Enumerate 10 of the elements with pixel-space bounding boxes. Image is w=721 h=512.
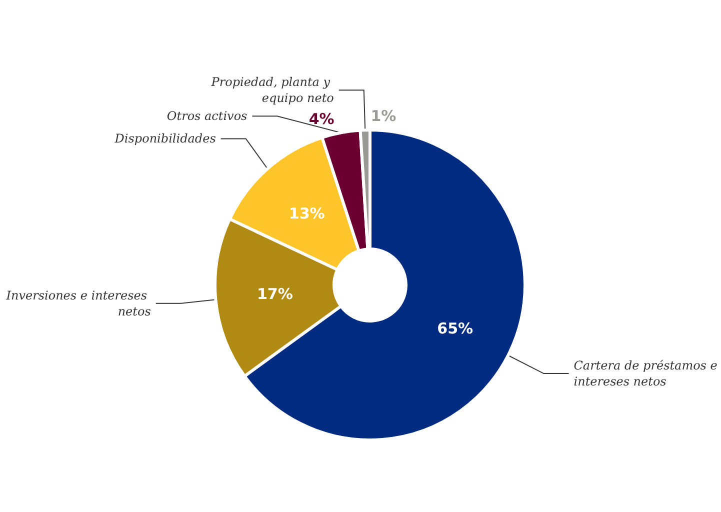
data-label: 65%	[437, 319, 474, 338]
slice-label: Disponibilidades	[114, 132, 216, 146]
data-label: 1%	[370, 107, 396, 126]
slice-label: Otros activos	[166, 109, 248, 124]
data-label: 4%	[308, 110, 334, 128]
slice-label: Propiedad, planta y equipo neto	[210, 75, 334, 106]
data-label: 13%	[288, 204, 325, 222]
slice-label: Inversiones e intereses netos	[5, 288, 151, 318]
slice-label: Cartera de préstamos e intereses netos	[574, 358, 721, 389]
data-label: 17%	[256, 284, 293, 303]
